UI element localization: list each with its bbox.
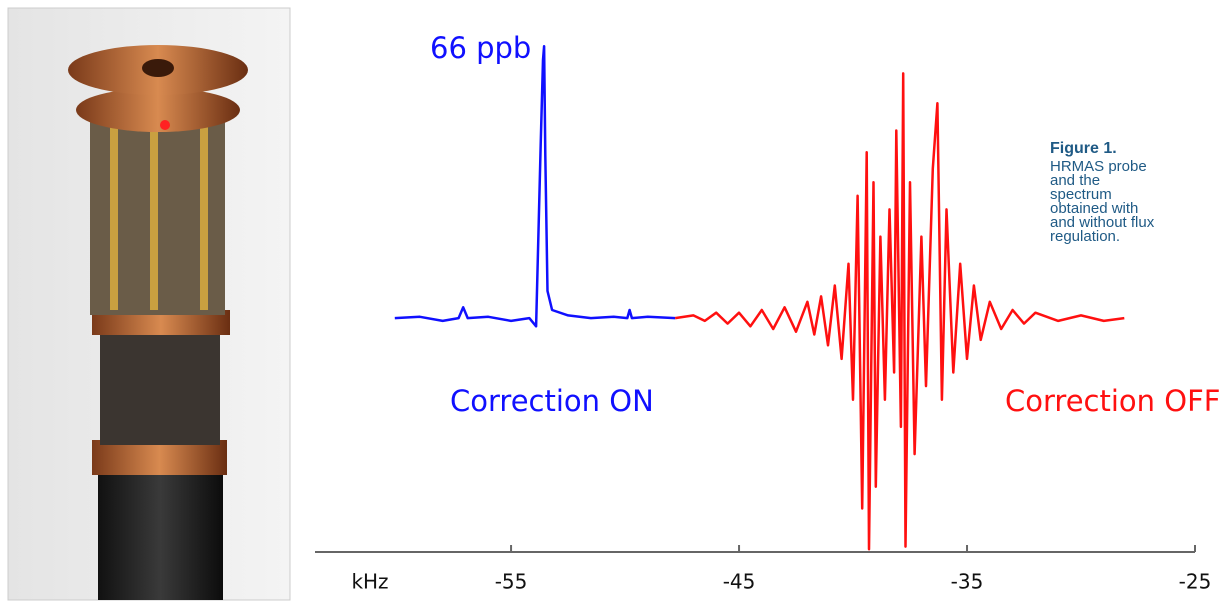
annotation: Correction OFF (1005, 384, 1220, 418)
x-tick-label: -55 (495, 570, 528, 594)
annotation: Correction ON (450, 384, 654, 418)
x-tick-label: -45 (723, 570, 756, 594)
spectrum-line (675, 72, 1125, 551)
x-tick-label: -35 (951, 570, 984, 594)
x-tick-label: -25 (1179, 570, 1212, 594)
spectrum-line (394, 44, 676, 328)
annotation: 66 ppb (430, 31, 531, 65)
caption-title: Figure 1. (1050, 140, 1117, 157)
x-axis-label: kHz (351, 570, 388, 594)
caption-text: HRMAS probe and the spectrum obtained wi… (1050, 158, 1155, 245)
caption: Figure 1. HRMAS probe and the spectrum o… (1050, 140, 1160, 244)
probe-photo (7, 7, 291, 601)
